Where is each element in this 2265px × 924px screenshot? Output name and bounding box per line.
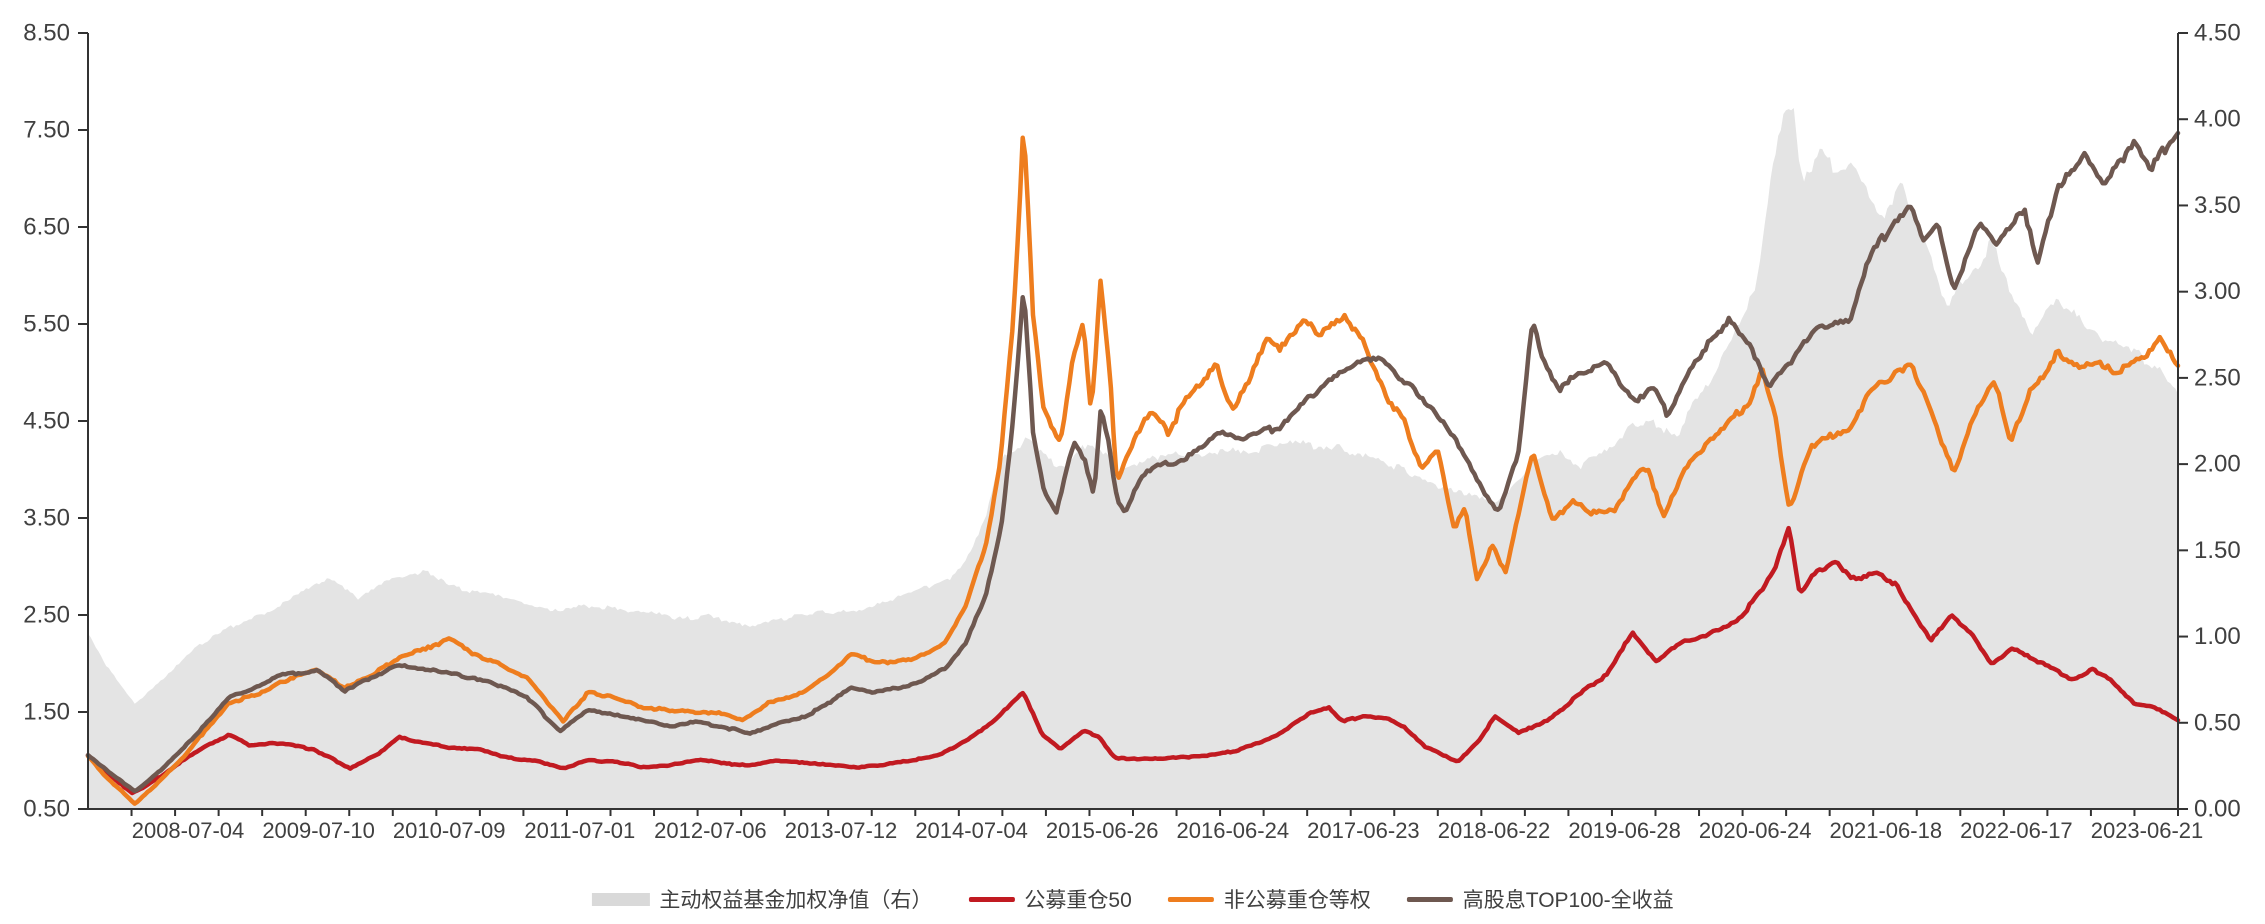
right-axis-tick-label: 3.00 [2194, 278, 2241, 305]
legend-item-top50: 公募重仓50 [968, 884, 1132, 914]
axes-layer [78, 32, 2188, 816]
left-axis-tick-label: 3.50 [23, 505, 70, 532]
line-swatch-icon [1406, 896, 1453, 902]
left-axis-tick-label: 7.50 [23, 117, 70, 144]
legend-item-fund-nav: 主动权益基金加权净值（右） [591, 884, 932, 914]
legend-label: 高股息TOP100-全收益 [1462, 889, 1674, 912]
right-axis-tick-label: 2.00 [2194, 451, 2241, 478]
legend: 主动权益基金加权净值（右） 公募重仓50 非公募重仓等权 高股息TOP100-全… [591, 884, 1674, 914]
x-axis-tick-label: 2008-07-04 [132, 818, 245, 843]
line-swatch-icon [968, 896, 1015, 902]
x-axis-tick-label: 2020-06-24 [1699, 818, 1812, 843]
legend-label: 主动权益基金加权净值（右） [659, 889, 933, 912]
x-axis-tick-label: 2010-07-09 [393, 818, 506, 843]
left-axis-labels: 8.50 7.50 6.50 5.50 4.50 3.50 2.50 1.50 0.50 [23, 20, 70, 823]
right-axis-tick-label: 0.00 [2194, 796, 2241, 823]
left-axis-tick-label: 5.50 [23, 311, 70, 338]
right-axis-tick-label: 0.50 [2194, 709, 2241, 736]
x-axis-tick-label: 2011-07-01 [524, 818, 635, 843]
right-axis-tick-label: 1.00 [2194, 623, 2241, 650]
area-series-layer [88, 108, 2178, 809]
x-axis-tick-label: 2019-06-28 [1568, 818, 1681, 843]
left-axis-tick-label: 0.50 [23, 796, 70, 823]
series-line-公募重仓50 [85, 525, 2181, 796]
x-axis-tick-label: 2023-06-21 [2091, 818, 2204, 843]
left-axis-tick-label: 4.50 [23, 408, 70, 435]
series-area-fund-nav [88, 108, 2178, 809]
line-swatch-icon [1167, 896, 1214, 902]
right-axis-tick-label: 1.50 [2194, 537, 2241, 564]
left-axis-tick-label: 8.50 [23, 20, 70, 47]
x-axis-tick-label: 2017-06-23 [1307, 818, 1420, 843]
x-axis-tick-label: 2013-07-12 [785, 818, 898, 843]
x-axis-tick-label: 2022-06-17 [1960, 818, 2073, 843]
series-line-高股息TOP100-全收益 [85, 130, 2181, 794]
area-swatch-icon [591, 892, 650, 906]
line-series-layer [85, 130, 2181, 806]
series-line-非公募重仓等权 [85, 135, 2181, 806]
x-axis-tick-label: 2014-07-04 [915, 818, 1028, 843]
left-axis-tick-label: 1.50 [23, 699, 70, 726]
legend-item-high-dividend: 高股息TOP100-全收益 [1406, 884, 1674, 914]
right-axis-tick-label: 4.50 [2194, 20, 2241, 47]
x-axis-labels: 2008-07-04 2009-07-10 2010-07-09 2011-07-01… [132, 818, 2204, 843]
x-axis-tick-label: 2021-06-18 [1830, 818, 1943, 843]
left-axis-tick-label: 2.50 [23, 602, 70, 629]
x-axis-tick-label: 2015-06-26 [1046, 818, 1159, 843]
x-axis-tick-label: 2016-06-24 [1177, 818, 1290, 843]
legend-label: 公募重仓50 [1024, 889, 1132, 912]
right-axis-tick-label: 2.50 [2194, 364, 2241, 391]
right-axis-labels: 4.50 4.00 3.50 3.00 2.50 2.00 1.50 1.00 0.50 0.00 [2194, 20, 2241, 823]
right-axis-tick-label: 3.50 [2194, 192, 2241, 219]
legend-label: 非公募重仓等权 [1223, 889, 1371, 912]
left-axis-tick-label: 6.50 [23, 214, 70, 241]
x-axis-tick-label: 2018-06-22 [1438, 818, 1551, 843]
legend-item-equal-weight: 非公募重仓等权 [1167, 884, 1371, 914]
x-axis-tick-label: 2012-07-06 [654, 818, 767, 843]
x-axis-tick-label: 2009-07-10 [262, 818, 375, 843]
right-axis-tick-label: 4.00 [2194, 106, 2241, 133]
